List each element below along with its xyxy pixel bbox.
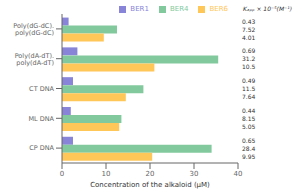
svg-text:10: 10 [102,170,111,178]
svg-text:0.44: 0.44 [242,107,256,114]
svg-text:0.69: 0.69 [242,47,256,54]
svg-text:Poly(dG-dC).poly(dG-dC): Poly(dG-dC).poly(dG-dC) [13,22,54,37]
svg-text:0.43: 0.43 [242,18,256,25]
svg-text:9.95: 9.95 [242,153,256,160]
svg-text:7.64: 7.64 [242,93,256,100]
svg-text:Concentration of the alkaloid: Concentration of the alkaloid (μM) [90,181,210,189]
svg-text:CP DNA: CP DNA [29,144,54,152]
svg-text:30: 30 [190,170,199,178]
svg-text:11.5: 11.5 [242,85,256,92]
svg-text:8.15: 8.15 [242,115,256,122]
html-text:BER1: BER1 [130,5,149,13]
svg-text:CT DNA: CT DNA [29,85,54,93]
html-text:BER6: BER6 [209,5,228,13]
svg-text:40: 40 [234,170,243,178]
svg-text:0: 0 [60,170,64,178]
svg-text:4.01: 4.01 [242,34,256,41]
svg-text:0.65: 0.65 [242,137,256,144]
svg-text:10.5: 10.5 [242,63,256,70]
svg-text:28.4: 28.4 [242,145,256,152]
svg-text:5.05: 5.05 [242,123,256,130]
svg-text:20: 20 [146,170,155,178]
html-text:BER4: BER4 [169,5,189,13]
svg-text:0.49: 0.49 [242,77,256,84]
svg-text:ML DNA: ML DNA [28,115,54,123]
svg-text:7.52: 7.52 [242,26,256,33]
svg-text:31.2: 31.2 [242,55,256,62]
html-text:Kₐₚₚ × 10⁻⁵(M⁻¹): Kₐₚₚ × 10⁻⁵(M⁻¹) [243,5,292,12]
svg-text:Poly(dA-dT).poly(dA-dT): Poly(dA-dT).poly(dA-dT) [15,52,54,67]
